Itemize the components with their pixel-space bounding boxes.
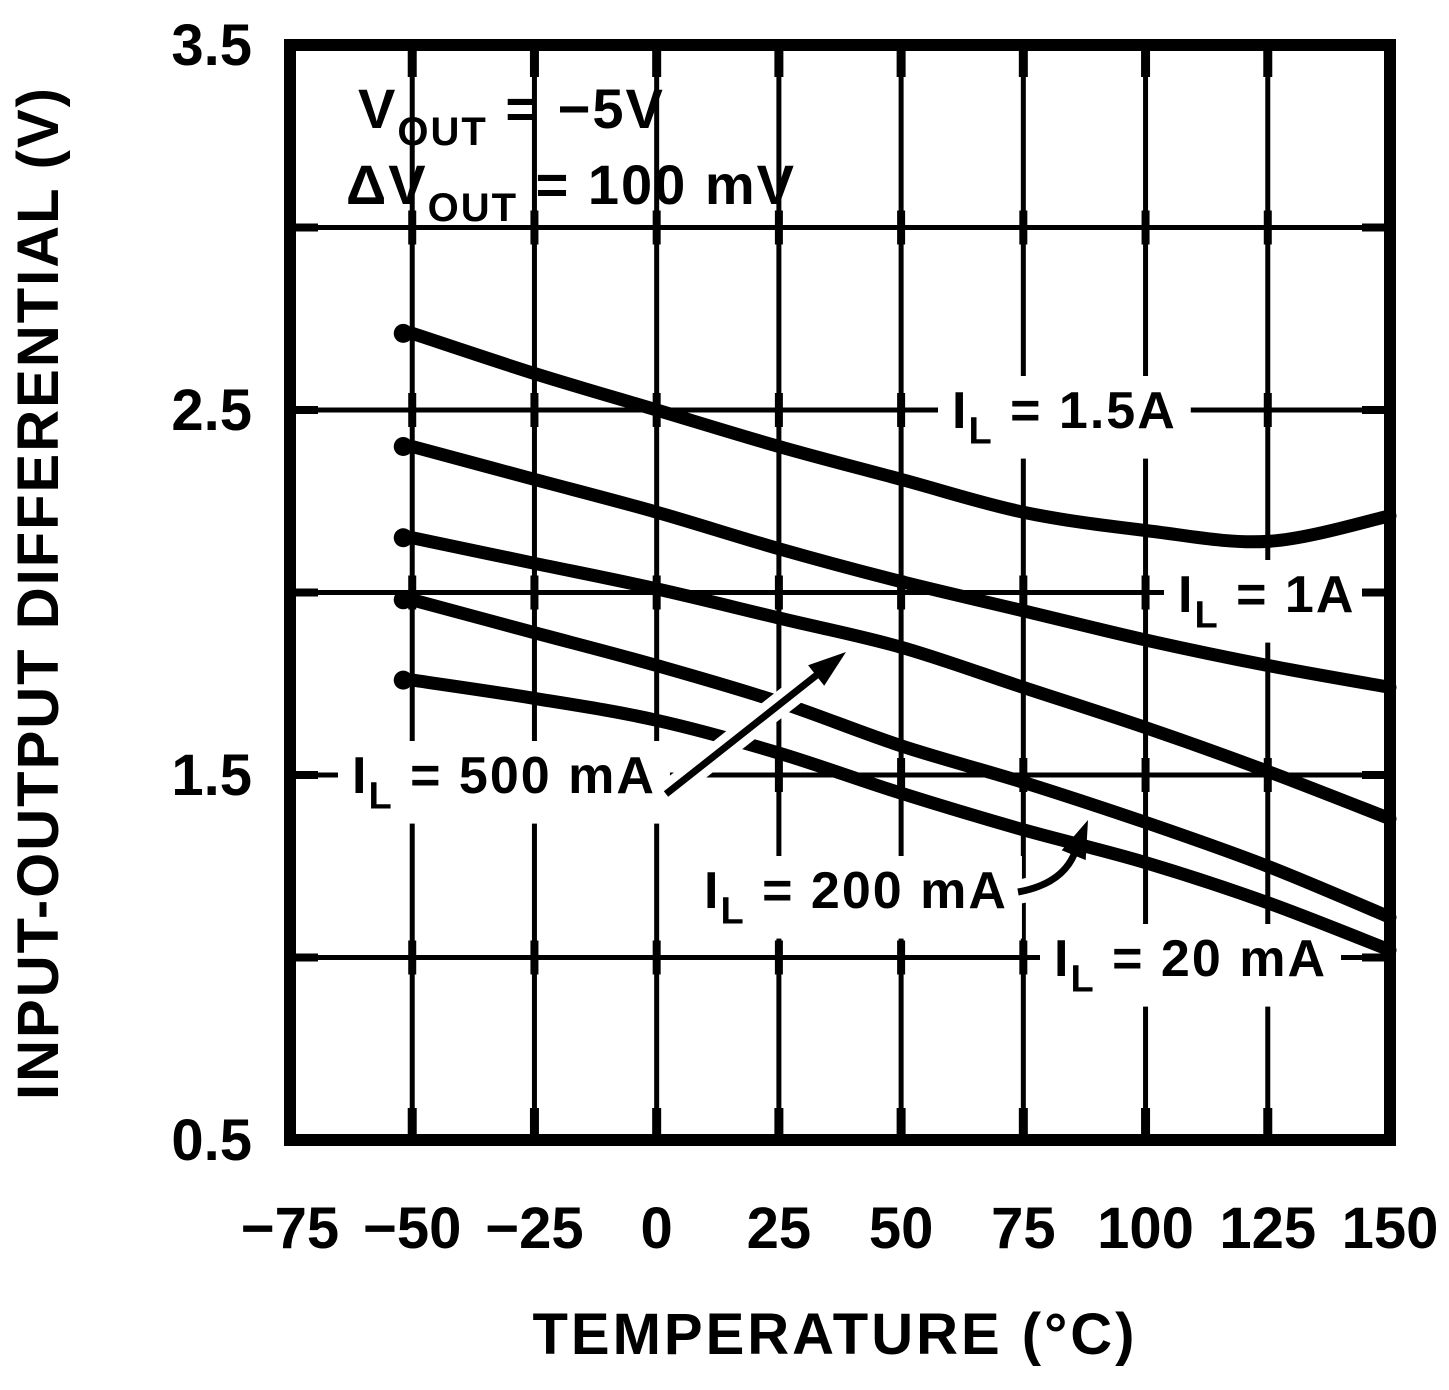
curve-start-blob-il-1.5a [393,323,413,343]
label-text-part: L [368,776,393,818]
arrow-shaft-il-500ma [663,671,820,797]
label-text-part: L [720,891,745,933]
label-text-part: = 1.5A [994,382,1177,440]
curve-il-20ma [405,673,1397,957]
curve-label-text-il-200ma: IL = 200 mA [704,862,1008,933]
curve-label-il-200ma: IL = 200 mA [690,856,1022,939]
curve-label-il-20ma: IL = 20 mA [1040,924,1342,1007]
label-text-part: = −5V [488,77,665,140]
curve-label-il-1.5a: IL = 1.5A [938,376,1191,459]
curve-il-200ma [405,593,1397,924]
label-text-part: = 100 mV [518,153,796,216]
arrow-head-il-500ma [808,652,846,686]
annotation-line-2: ΔVOUT = 100 mV [346,153,796,230]
label-text-part: I [1054,930,1070,988]
curve-label-text-il-1.5a: IL = 1.5A [952,382,1177,453]
curves-layer [393,323,1397,957]
label-text-part: L [968,411,993,453]
y-tick-label-1.5: 1.5 [171,743,252,808]
x-tick-label-125: 125 [1219,1196,1316,1261]
label-text-part: I [1178,566,1194,624]
curve-start-blob-il-20ma [393,670,413,690]
label-text-part: I [352,747,368,805]
curve-label-il-1a: IL = 1A [1164,560,1370,643]
curve-il-500ma [405,531,1397,826]
curve-start-blob-il-1a [393,437,413,456]
arrow-shaft-il-200ma [1017,851,1078,896]
y-tick-label-2.5: 2.5 [171,378,252,443]
x-tick-label-0: 0 [641,1196,673,1261]
curve-start-blob-il-500ma [393,528,413,548]
label-knockout [1040,924,1342,1007]
label-text-part: OUT [397,110,487,154]
label-text-part: L [1070,959,1095,1001]
label-text-part: L [1194,595,1219,637]
x-tick-label--75: −75 [241,1196,339,1261]
x-tick-label-75: 75 [991,1196,1056,1261]
annotation-line-1: VOUT = −5V [358,77,665,154]
curve-label-text-il-20ma: IL = 20 mA [1054,930,1327,1001]
x-tick-label-50: 50 [869,1196,934,1261]
x-tick-label-100: 100 [1097,1196,1194,1261]
x-tick-label--25: −25 [485,1196,583,1261]
label-text-part: = 20 mA [1096,930,1327,988]
y-tick-label-3.5: 3.5 [171,13,252,78]
axis-ticks-layer: 3.5 2.5 1.5 0.5 −75 −50 −25 0 25 50 75 100 125 150 [171,13,1438,1261]
label-knockout [1164,560,1370,643]
label-knockout [338,741,670,824]
label-text-part: I [952,382,968,440]
label-knockout [690,856,1022,939]
label-text-part: = 200 mA [746,862,1008,920]
label-text-part: V [358,77,397,140]
curve-label-text-il-1a: IL = 1A [1178,566,1355,637]
arrow-head-il-200ma [1061,820,1088,861]
y-tick-label-0.5: 0.5 [171,1108,252,1173]
label-text-part: ΔV [346,153,428,216]
label-knockout [938,376,1191,459]
label-text-part: = 1A [1220,566,1356,624]
x-tick-label--50: −50 [363,1196,461,1261]
curve-start-blob-il-200ma [393,590,413,610]
curve-label-text-il-500ma: IL = 500 mA [352,747,656,818]
label-text-part: OUT [428,186,518,230]
curve-il-1.5a [405,326,1397,549]
curve-label-il-500ma: IL = 500 mA [338,741,670,824]
plot-frame-layer [284,39,1396,1146]
y-axis-title: INPUT-OUTPUT DIFFERENTIAL (V) [6,86,71,1100]
label-text-part: I [704,862,720,920]
x-tick-label-25: 25 [747,1196,812,1261]
arrows-layer [658,652,1088,904]
x-axis-title: TEMPERATURE (°C) [533,1302,1138,1367]
x-tick-label-150: 150 [1342,1196,1439,1261]
curve-il-1a [405,440,1397,694]
label-text-part: = 500 mA [394,747,656,805]
